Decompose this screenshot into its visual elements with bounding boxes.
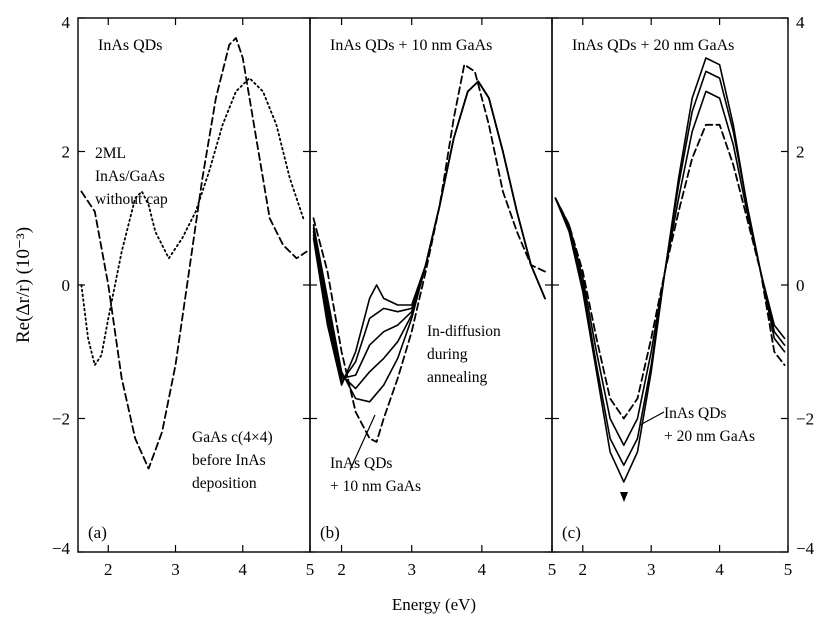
y-tick-label: 4 [796, 13, 805, 32]
panel-frame [551, 17, 789, 553]
annotation-text: In-diffusion [427, 323, 501, 340]
series-line [312, 80, 546, 390]
series-line [80, 77, 305, 366]
series-line [554, 57, 786, 483]
x-tick-label: 4 [715, 560, 724, 579]
annotation-text: before InAs [192, 452, 266, 469]
annotation-text: + 20 nm GaAs [664, 428, 755, 445]
y-tick-label: 4 [62, 13, 71, 32]
x-tick-label: 2 [104, 560, 113, 579]
y-tick-label: −2 [796, 410, 814, 429]
x-tick-label: 5 [306, 560, 315, 579]
annotation-text: without cap [95, 191, 168, 208]
y-tick-label: −4 [52, 539, 71, 558]
x-axis-label: Energy (eV) [392, 595, 476, 614]
series-line [312, 80, 546, 386]
panel-title: InAs QDs + 20 nm GaAs [572, 37, 734, 54]
annotation-text: during [427, 346, 468, 363]
series-line [312, 63, 546, 443]
annotation-text: InAs QDs [664, 405, 726, 422]
x-tick-label: 2 [579, 560, 588, 579]
y-tick-label: 0 [796, 276, 805, 295]
x-tick-label: 3 [647, 560, 656, 579]
x-tick-label: 5 [784, 560, 793, 579]
x-tick-label: 5 [548, 560, 557, 579]
panel-frame [77, 17, 311, 553]
series-line [554, 90, 786, 446]
series-line [80, 37, 308, 470]
annotation-pointer [349, 414, 376, 471]
series-line [554, 123, 786, 420]
annotation-text: InAs/GaAs [95, 168, 165, 185]
x-tick-label: 3 [407, 560, 416, 579]
annotation-pointer [639, 411, 665, 426]
panel-tag: (b) [320, 523, 340, 542]
y-tick-label: 2 [62, 143, 71, 162]
panel-title: InAs QDs + 10 nm GaAs [330, 37, 492, 54]
x-tick-label: 2 [337, 560, 346, 579]
annotation-text: + 10 nm GaAs [330, 478, 421, 495]
annotation-text: GaAs c(4×4) [192, 429, 273, 446]
arrowhead-icon [620, 492, 628, 502]
panel-tag: (c) [562, 523, 581, 542]
panel-title: InAs QDs [98, 37, 162, 54]
panel-tag: (a) [88, 523, 107, 542]
y-tick-label: −4 [796, 539, 815, 558]
annotation-text: 2ML [95, 145, 126, 162]
annotation-text: deposition [192, 475, 257, 492]
y-tick-label: 2 [796, 143, 805, 162]
x-tick-label: 4 [239, 560, 248, 579]
y-tick-label: −2 [52, 410, 70, 429]
y-axis-label: Re(Δr/r) (10⁻³) [13, 227, 34, 343]
annotation-text: InAs QDs [330, 455, 392, 472]
y-tick-label: 0 [62, 276, 71, 295]
x-tick-label: 4 [478, 560, 487, 579]
annotation-text: annealing [427, 369, 488, 386]
x-tick-label: 3 [171, 560, 180, 579]
